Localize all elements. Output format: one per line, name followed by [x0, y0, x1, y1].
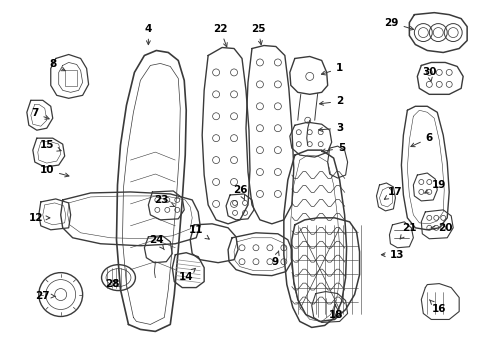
Text: 25: 25 — [251, 24, 265, 45]
Text: 8: 8 — [49, 59, 65, 71]
Text: 18: 18 — [328, 305, 343, 320]
Text: 11: 11 — [189, 225, 209, 239]
Text: 13: 13 — [381, 250, 405, 260]
Text: 23: 23 — [154, 195, 174, 206]
Text: 1: 1 — [321, 63, 343, 75]
Text: 30: 30 — [422, 67, 437, 81]
Text: 5: 5 — [321, 143, 345, 153]
Text: 15: 15 — [40, 140, 61, 151]
Text: 26: 26 — [233, 185, 247, 200]
Text: 10: 10 — [40, 165, 69, 177]
Text: 6: 6 — [411, 133, 433, 147]
Text: 4: 4 — [145, 24, 152, 45]
Text: 3: 3 — [318, 123, 343, 133]
Text: 17: 17 — [384, 187, 403, 199]
Text: 12: 12 — [28, 213, 50, 223]
Text: 21: 21 — [400, 223, 416, 239]
Text: 2: 2 — [319, 96, 343, 106]
Text: 14: 14 — [179, 268, 196, 282]
Text: 16: 16 — [430, 300, 446, 315]
Text: 19: 19 — [425, 180, 446, 193]
Text: 24: 24 — [149, 235, 164, 250]
Text: 28: 28 — [105, 279, 120, 289]
Text: 22: 22 — [213, 24, 227, 47]
Text: 9: 9 — [271, 251, 279, 267]
Text: 20: 20 — [431, 223, 452, 233]
Text: 29: 29 — [384, 18, 414, 30]
Text: 27: 27 — [35, 291, 56, 301]
Text: 7: 7 — [31, 108, 49, 119]
